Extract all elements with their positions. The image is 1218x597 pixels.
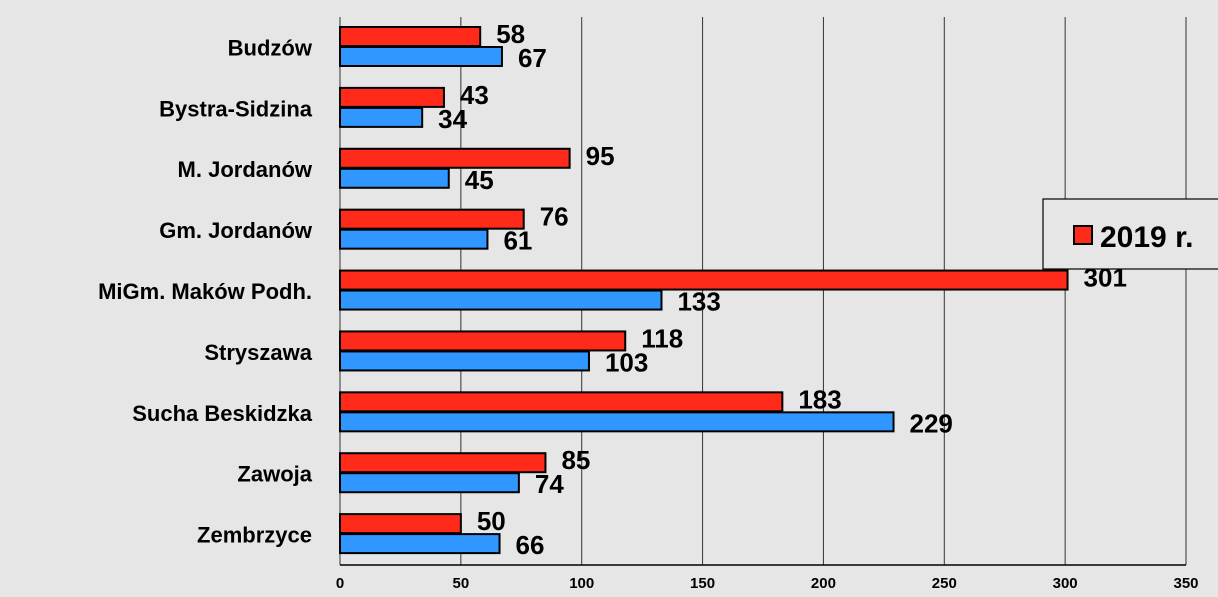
bar-2019: [339, 513, 462, 535]
category-label: Bystra-Sidzina: [159, 96, 313, 121]
x-tick-label: 150: [690, 575, 715, 592]
bar-2019: [339, 147, 571, 169]
bar-2019: [339, 330, 627, 352]
value-label-series-2: 61: [503, 226, 532, 256]
legend: 2019 r.: [1042, 198, 1218, 270]
bar-2019: [339, 86, 445, 108]
bar-2019: [339, 208, 525, 230]
value-label-2019: 50: [477, 506, 506, 536]
x-tick-label: 100: [569, 575, 594, 592]
bar-2019: [339, 452, 547, 474]
value-label-series-2: 34: [438, 104, 467, 134]
value-label-series-2: 229: [910, 408, 953, 438]
category-label: Gm. Jordanów: [159, 218, 313, 243]
bar-2019: [339, 26, 482, 47]
bar-series-2: [339, 167, 450, 189]
value-label-2019: 58: [496, 19, 525, 49]
bar-series-2: [339, 106, 424, 128]
bar-2019: [339, 269, 1069, 291]
category-label: MiGm. Maków Podh.: [98, 279, 312, 304]
value-label-series-2: 45: [465, 165, 494, 195]
value-label-2019: 118: [641, 323, 683, 353]
legend-swatch-2019: [1073, 225, 1093, 245]
value-label-2019: 85: [561, 445, 590, 475]
x-tick-label: 0: [336, 575, 344, 592]
category-label: Zembrzyce: [197, 523, 312, 548]
bar-series-2: [339, 350, 590, 372]
value-label-series-2: 74: [535, 469, 564, 499]
value-label-series-2: 103: [605, 347, 648, 377]
bars: [339, 26, 1069, 555]
legend-label-2019: 2019 r.: [1100, 221, 1193, 254]
value-label-2019: 43: [460, 80, 489, 110]
value-label-series-2: 66: [516, 530, 545, 560]
gridlines: [339, 17, 1187, 566]
bar-2019: [339, 391, 784, 413]
bar-series-2: [339, 228, 489, 250]
x-tick-label: 300: [1053, 575, 1078, 592]
category-label: Sucha Beskidzka: [132, 401, 313, 426]
bar-series-2: [339, 411, 895, 433]
value-label-2019: 183: [798, 384, 841, 414]
bar-series-2: [339, 46, 503, 67]
x-tick-label: 50: [453, 575, 470, 592]
bar-series-2: [339, 472, 520, 494]
bar-series-2: [339, 289, 663, 311]
category-label: M. Jordanów: [178, 157, 313, 182]
value-label-series-2: 133: [677, 287, 720, 317]
legend-box: [1042, 198, 1218, 270]
value-label-2019: 76: [540, 202, 569, 232]
x-tick-label: 250: [932, 575, 957, 592]
bar-series-2: [339, 533, 501, 555]
value-label-2019: 95: [586, 141, 615, 171]
category-label: Stryszawa: [204, 340, 312, 365]
category-label: Zawoja: [237, 462, 312, 487]
x-tick-label: 350: [1173, 575, 1198, 592]
x-tick-label: 200: [811, 575, 836, 592]
category-label: Budzów: [228, 35, 313, 60]
value-label-series-2: 67: [518, 43, 547, 73]
